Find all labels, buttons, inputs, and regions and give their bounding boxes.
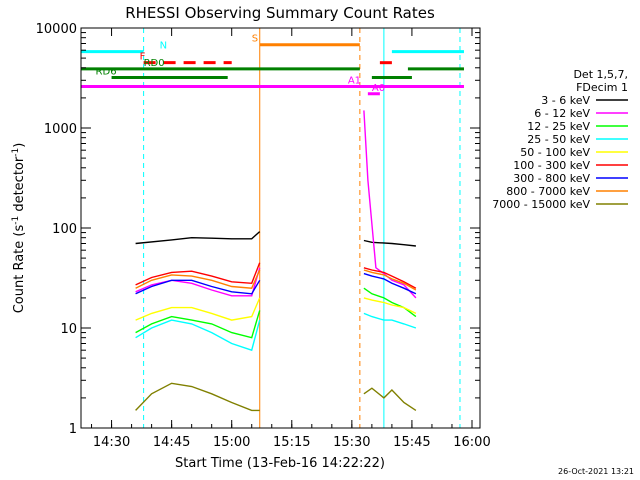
- chart-title: RHESSI Observing Summary Count Rates: [125, 4, 435, 22]
- flag-label-a1: A1: [348, 76, 361, 87]
- flag-label-rd6: RD6: [96, 66, 117, 77]
- legend-label-300-800-kev: 300 - 800 keV: [513, 172, 590, 185]
- series-3-6-kev-segment-2: [363, 239, 416, 247]
- series-100-300-kev-segment-1: [135, 262, 261, 286]
- series-50-100-kev-segment-2: [363, 297, 417, 315]
- legend-label-50-100-kev: 50 - 100 keV: [520, 146, 590, 159]
- series-300-800-kev-segment-2: [363, 272, 417, 295]
- series-300-800-kev-segment-1: [135, 279, 261, 295]
- series-25-50-kev-segment-1: [135, 319, 261, 352]
- series-12-25-kev-segment-2: [363, 287, 417, 318]
- y-tick-label-10: 10: [60, 322, 77, 337]
- x-tick-label-14-30: 14:30: [93, 435, 130, 450]
- legend-title-line-2: FDecim 1: [576, 81, 628, 94]
- y-tick-label-100: 100: [52, 222, 77, 237]
- y-tick-label-10000: 10000: [36, 22, 77, 37]
- series-7000-15000-kev-segment-1: [135, 382, 260, 412]
- y-axis: 1 10 100 1000 10000: [36, 22, 480, 437]
- x-axis-label: Start Time (13-Feb-16 14:22:22): [175, 456, 385, 471]
- legend-label-800-7000-kev: 800 - 7000 keV: [506, 185, 590, 198]
- vertical-markers: [143, 28, 461, 428]
- x-tick-label-14-45: 14:45: [153, 435, 190, 450]
- flag-label-rd0: RD0: [144, 58, 165, 69]
- series-800-7000-kev-segment-2: [363, 269, 417, 291]
- series-3-6-kev-segment-1: [135, 231, 261, 245]
- legend-title-line-1: Det 1,5,7,: [573, 68, 628, 81]
- flag-label-a0: A0: [372, 83, 385, 94]
- series-lines: [135, 110, 417, 412]
- timestamp: 26-Oct-2021 13:21: [558, 467, 634, 476]
- y-tick-label-1: 1: [69, 422, 77, 437]
- legend-label-6-12-kev: 6 - 12 keV: [534, 107, 590, 120]
- flag-label-f: F: [140, 52, 146, 63]
- y-tick-label-1000: 1000: [44, 122, 77, 137]
- x-tick-label-15-15: 15:15: [273, 435, 310, 450]
- series-100-300-kev-segment-2: [363, 267, 417, 289]
- legend-label-3-6-kev: 3 - 6 keV: [541, 94, 590, 107]
- series-7000-15000-kev-segment-2: [363, 387, 417, 411]
- series-50-100-kev-segment-1: [135, 297, 261, 321]
- legend-label-25-50-kev: 25 - 50 keV: [527, 133, 590, 146]
- series-6-12-kev-segment-2: [363, 110, 417, 299]
- series-800-7000-kev-segment-1: [135, 269, 261, 289]
- x-tick-label-15-00: 15:00: [213, 435, 250, 450]
- x-tick-label-15-45: 15:45: [393, 435, 430, 450]
- legend-label-7000-15000-kev: 7000 - 15000 keV: [492, 198, 590, 211]
- legend-label-100-300-kev: 100 - 300 keV: [513, 159, 590, 172]
- flag-label-n: N: [160, 41, 167, 52]
- series-6-12-kev-segment-1: [135, 267, 261, 297]
- y-axis-label: Count Rate (s-1 detector-1): [11, 143, 27, 314]
- x-tick-label-15-30: 15:30: [333, 435, 370, 450]
- series-12-25-kev-segment-1: [135, 310, 261, 339]
- x-axis: 14:30 14:45 15:00 15:15 15:30 15:45 16:00: [91, 28, 491, 450]
- legend-label-12-25-kev: 12 - 25 keV: [527, 120, 590, 133]
- flag-label-s: S: [252, 34, 258, 45]
- series-25-50-kev-segment-2: [363, 312, 417, 329]
- x-tick-label-16-00: 16:00: [453, 435, 490, 450]
